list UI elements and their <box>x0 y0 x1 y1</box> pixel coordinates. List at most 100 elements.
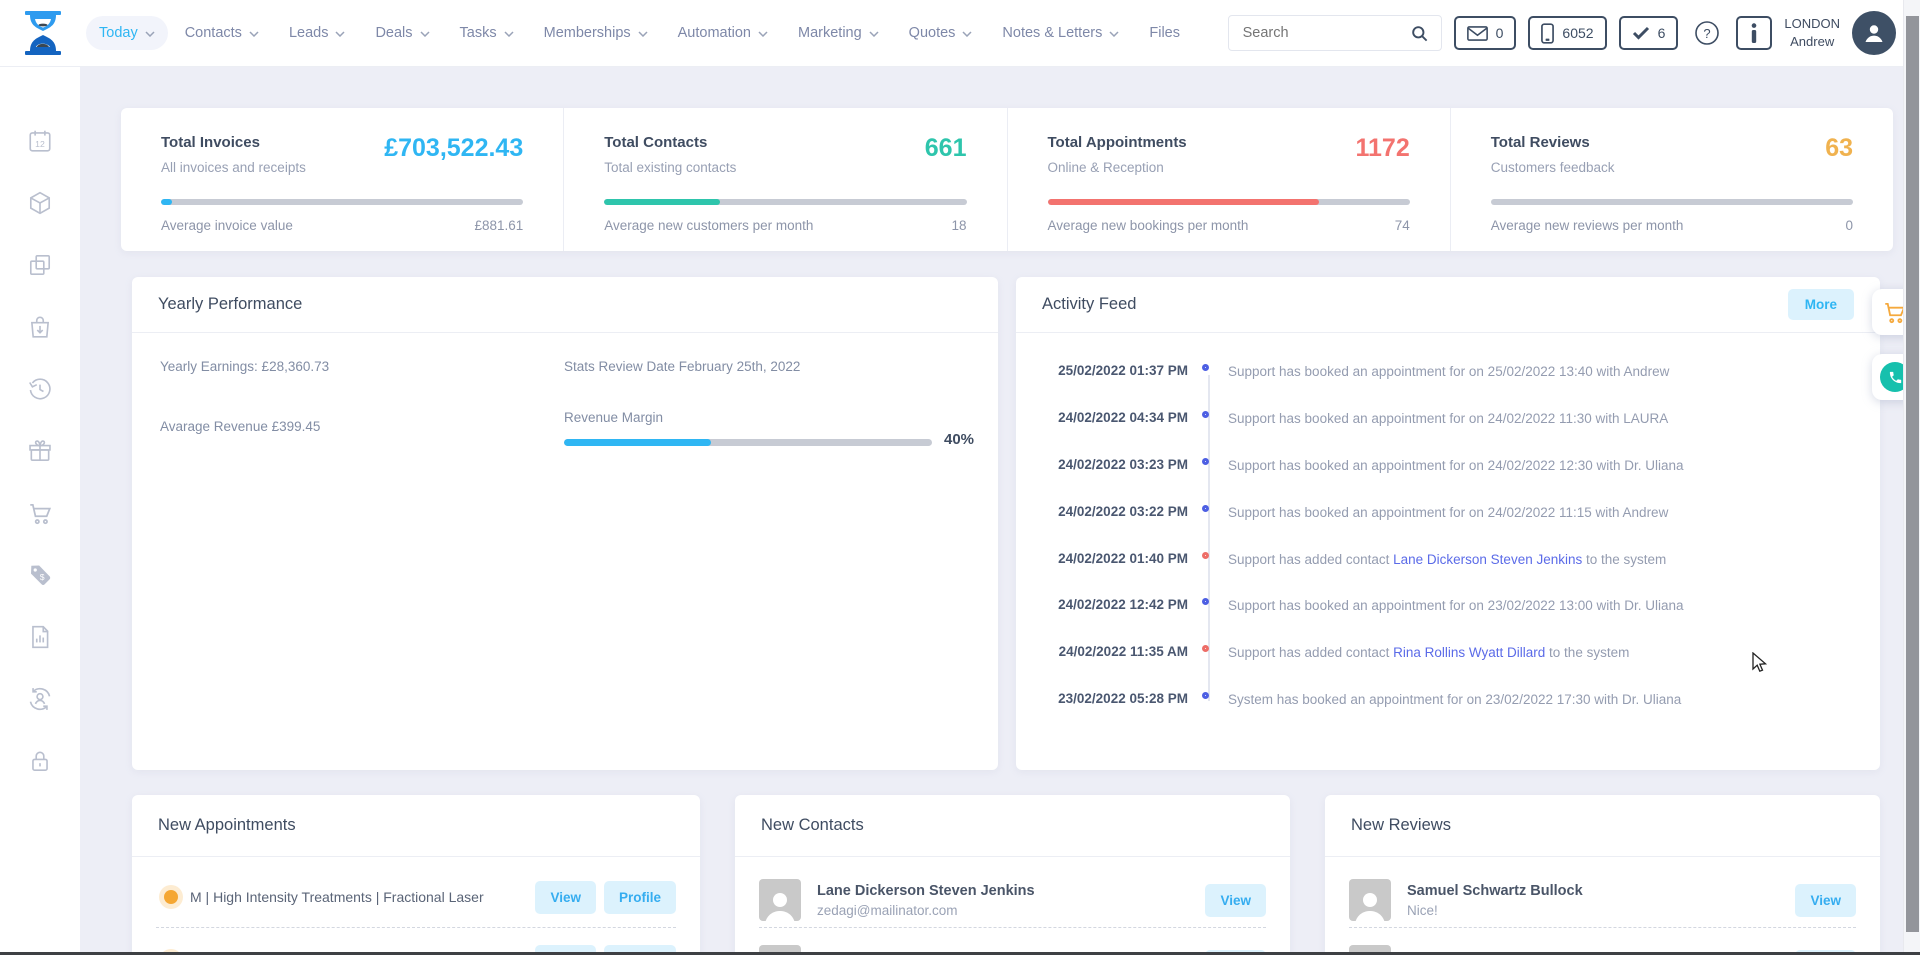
scrollbar-thumb[interactable] <box>1906 16 1919 932</box>
nav-item-leads[interactable]: Leads <box>276 16 359 50</box>
sidebar-item-accounts[interactable] <box>27 686 53 712</box>
nav-item-automation[interactable]: Automation <box>665 16 781 50</box>
feed-timestamp: 24/02/2022 11:35 AM <box>1058 644 1188 659</box>
contact-link[interactable]: Rina Rollins Wyatt Dillard <box>1393 645 1546 660</box>
activity-feed-panel: Activity Feed More 25/02/2022 01:37 PM S… <box>1016 277 1880 770</box>
sidebar-item-pricing[interactable]: $ <box>27 562 53 588</box>
nav-item-today[interactable]: Today <box>86 16 168 50</box>
feed-text: Support has booked an appointment for on… <box>1228 364 1670 379</box>
svg-text:?: ? <box>1704 26 1711 41</box>
stat-value: 63 <box>1825 134 1853 162</box>
view-button[interactable]: View <box>535 880 596 914</box>
report-icon <box>32 625 49 649</box>
search-input[interactable] <box>1228 25 1399 41</box>
new-contacts-panel: New Contacts Lane Dickerson Steven Jenki… <box>735 795 1290 955</box>
nav-item-memberships[interactable]: Memberships <box>531 16 661 50</box>
sidebar-item-cart[interactable] <box>27 500 53 526</box>
timeline-marker-icon <box>1202 458 1209 465</box>
nav-label: Memberships <box>543 25 631 41</box>
messages-indicator-button[interactable]: 0 <box>1453 16 1517 50</box>
calendar-icon: 12 <box>29 130 51 152</box>
bag-download-icon <box>30 316 50 338</box>
nav-label: Contacts <box>184 25 242 41</box>
row-divider <box>1349 927 1856 928</box>
user-avatar[interactable] <box>1852 11 1896 55</box>
svg-text:$: $ <box>40 572 45 582</box>
view-button[interactable]: View <box>1205 883 1266 917</box>
window-bottom-edge <box>0 952 1920 955</box>
contact-link[interactable]: Lane Dickerson Steven Jenkins <box>1393 552 1583 567</box>
panel-title: Activity Feed <box>1042 295 1137 313</box>
profile-button[interactable]: Profile <box>603 880 676 914</box>
stat-progress <box>604 199 967 205</box>
search-box <box>1227 15 1442 51</box>
view-button[interactable]: View <box>1795 883 1856 917</box>
timeline-marker-icon <box>1202 645 1209 652</box>
stat-footer-value: 74 <box>1394 218 1410 233</box>
left-sidebar: 12 <box>0 66 80 955</box>
tasks-indicator-button[interactable]: 6 <box>1618 16 1679 50</box>
contact-email: zedagi@mailinator.com <box>817 902 958 918</box>
more-button[interactable]: More <box>1787 289 1854 320</box>
cart-icon <box>30 504 52 525</box>
timeline-line <box>1208 375 1210 701</box>
sidebar-item-gifts[interactable] <box>27 438 53 464</box>
lock-icon <box>32 751 48 772</box>
feed-item: 24/02/2022 01:40 PM Support has added co… <box>1016 551 1880 573</box>
nav-item-tasks[interactable]: Tasks <box>447 16 527 50</box>
timeline-marker-icon <box>1202 411 1209 418</box>
sidebar-item-security[interactable] <box>27 748 53 774</box>
help-button[interactable]: ? <box>1690 16 1725 50</box>
main-nav: Today Contacts Leads Deals Tasks Members… <box>86 16 1193 50</box>
hourglass-logo-icon <box>25 11 61 55</box>
stat-footer-value: 0 <box>1845 218 1853 233</box>
stats-review-date: Stats Review Date February 25th, 2022 <box>564 359 801 374</box>
feed-item: 24/02/2022 12:42 PM Support has booked a… <box>1016 597 1880 619</box>
feed-text: System has booked an appointment for on … <box>1228 692 1682 707</box>
stat-card-total-reviews: Total Reviews Customers feedback 63 Aver… <box>1451 108 1893 251</box>
feed-item: 24/02/2022 03:23 PM Support has booked a… <box>1016 457 1880 479</box>
chevron-down-icon <box>962 31 972 37</box>
search-icon <box>1412 25 1428 41</box>
stat-footer-label: Average invoice value <box>161 218 293 233</box>
sidebar-item-history[interactable] <box>27 376 53 402</box>
sidebar-item-products[interactable] <box>27 190 53 216</box>
revenue-margin-fill <box>564 439 712 446</box>
feed-timestamp: 24/02/2022 03:23 PM <box>1058 457 1188 472</box>
nav-item-contacts[interactable]: Contacts <box>172 16 272 50</box>
nav-label: Automation <box>677 25 751 41</box>
stat-title: Total Contacts <box>604 134 708 151</box>
revenue-margin-label: Revenue Margin <box>564 410 664 425</box>
stat-value: £703,522.43 <box>384 134 524 162</box>
envelope-icon <box>1466 25 1488 41</box>
sidebar-item-duplicates[interactable] <box>27 252 53 278</box>
calls-count: 6052 <box>1562 25 1594 41</box>
stat-value: 1172 <box>1355 134 1410 162</box>
stat-progress-fill <box>161 199 172 205</box>
app-logo[interactable] <box>0 10 86 56</box>
sidebar-item-orders[interactable] <box>27 314 53 340</box>
stat-title: Total Appointments <box>1047 134 1187 151</box>
nav-item-files[interactable]: Files <box>1136 16 1193 50</box>
nav-item-marketing[interactable]: Marketing <box>785 16 892 50</box>
timeline-marker-icon <box>1202 505 1209 512</box>
feed-text: Support has booked an appointment for on… <box>1228 458 1684 473</box>
stat-progress-fill <box>604 199 721 205</box>
nav-label: Leads <box>288 25 329 41</box>
search-button[interactable] <box>1399 16 1441 50</box>
stat-footer-value: £881.61 <box>474 218 524 233</box>
nav-item-quotes[interactable]: Quotes <box>896 16 986 50</box>
person-icon <box>1355 893 1385 921</box>
info-button[interactable] <box>1736 16 1773 50</box>
sidebar-item-calendar[interactable]: 12 <box>27 128 53 154</box>
sidebar-item-reports[interactable] <box>27 624 53 650</box>
stat-footer-label: Average new bookings per month <box>1047 218 1249 233</box>
status-dot-icon <box>164 890 178 904</box>
help-icon: ? <box>1695 21 1720 45</box>
stat-subtitle: All invoices and receipts <box>161 160 306 175</box>
calls-indicator-button[interactable]: 6052 <box>1528 16 1607 50</box>
nav-item-deals[interactable]: Deals <box>362 16 442 50</box>
nav-item-notes-letters[interactable]: Notes & Letters <box>989 16 1132 50</box>
feed-item: 24/02/2022 11:35 AM Support has added co… <box>1016 644 1880 666</box>
chevron-down-icon <box>249 31 259 37</box>
